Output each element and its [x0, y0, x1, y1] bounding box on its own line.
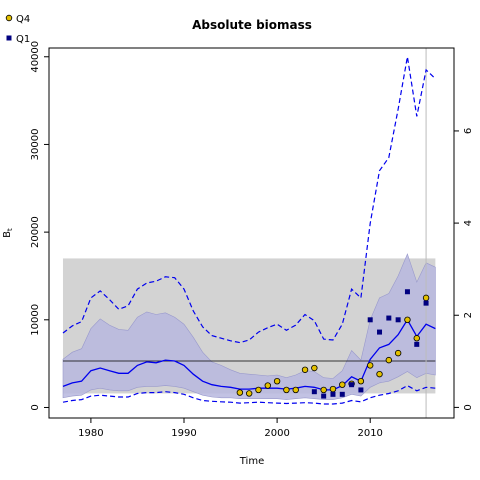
plot-frame	[48, 47, 455, 419]
legend-q1-marker	[6, 35, 12, 41]
y-tick-label: 0	[30, 404, 41, 410]
legend-q1-label: Q1	[16, 34, 30, 45]
q4-point	[394, 349, 402, 357]
q4-point	[245, 390, 253, 397]
q1-point	[423, 300, 429, 306]
lower-interval-line	[62, 384, 436, 405]
q4-point	[329, 385, 337, 393]
y-axis: 0 10000 20000 30000 40000	[30, 41, 49, 411]
right-tick-label: 0	[463, 404, 474, 410]
q4-point	[404, 316, 411, 324]
x-tick-label: 1990	[171, 428, 196, 439]
q1-point	[339, 391, 345, 397]
q4-point	[376, 370, 383, 378]
x-axis: 1980 1990 2000 2010	[78, 418, 383, 439]
y-tick-label: 40000	[30, 41, 41, 73]
y-tick-label: 10000	[30, 304, 41, 336]
legend-q4-label: Q4	[16, 14, 30, 25]
median-line	[62, 318, 436, 391]
x-tick-label: 2000	[264, 428, 289, 439]
right-tick-label: 6	[463, 128, 474, 134]
q1-point	[330, 391, 336, 397]
y-tick-label: 20000	[30, 216, 41, 248]
q4-point	[283, 386, 290, 394]
q4-point	[339, 381, 346, 388]
q1-point	[414, 341, 420, 347]
q4-point	[320, 386, 327, 394]
q1-point	[358, 387, 364, 393]
right-tick-label: 4	[463, 220, 474, 226]
q4-point	[292, 386, 299, 394]
x-tick-label: 1980	[78, 428, 103, 439]
q4-point	[311, 364, 318, 372]
x-tick-label: 2010	[357, 428, 382, 439]
y-tick-label: 30000	[30, 129, 41, 161]
plot-area	[62, 48, 436, 418]
q4-point	[273, 377, 281, 385]
x-axis-title: Time	[239, 456, 264, 467]
q4-point	[264, 382, 271, 389]
q1-point	[349, 382, 355, 388]
legend-q4-marker	[5, 14, 13, 22]
legend: Q4 Q1	[5, 14, 30, 45]
q4-point	[255, 386, 262, 394]
q1-point	[377, 329, 383, 335]
q4-point	[422, 294, 430, 302]
q4-point	[413, 335, 420, 342]
chart-title: Absolute biomass	[192, 18, 312, 32]
q4-point	[385, 356, 393, 364]
y-axis-title-main: B	[2, 231, 13, 238]
y-axis-title: Bt	[2, 228, 14, 238]
q1-point	[386, 315, 392, 321]
q4-point	[357, 377, 365, 385]
right-tick-label: 2	[463, 312, 474, 318]
y-axis-title-subscript: t	[6, 228, 14, 231]
right-axis: 0 2 4 6	[454, 128, 474, 411]
q1-point	[321, 393, 327, 399]
q1-point	[311, 389, 317, 395]
q1-point	[404, 289, 410, 295]
upper-interval-line	[62, 56, 436, 344]
q1-point	[367, 317, 373, 323]
q4-point	[301, 366, 309, 373]
q4-point	[367, 362, 374, 369]
q1-point	[395, 317, 401, 323]
q4-point	[236, 389, 244, 396]
